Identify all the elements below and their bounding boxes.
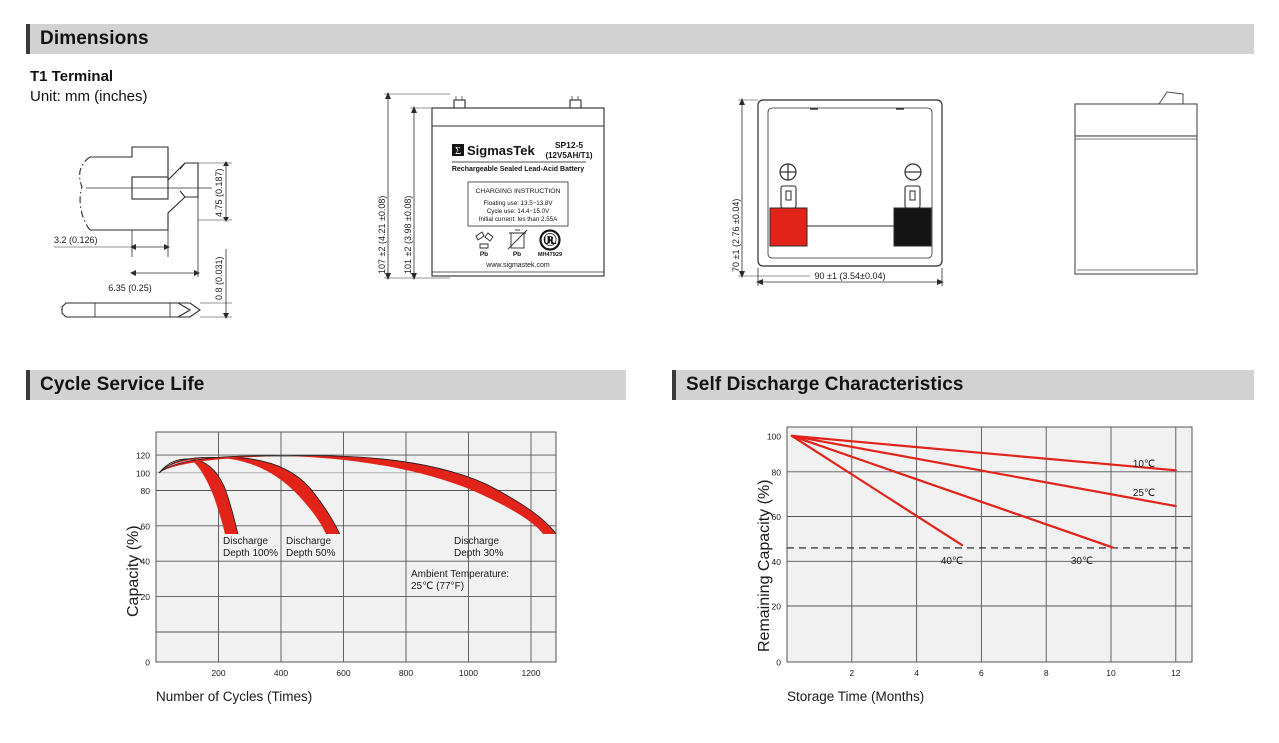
charging-line-2: Cycle use: 14.4−15.0V	[487, 208, 550, 215]
line-30c	[790, 434, 1114, 549]
annot-dod-30: Discharge Depth 30%	[454, 536, 504, 559]
cycle-ytick-0: 0	[145, 658, 150, 668]
battery-front-view: 107 ±2 (4.21 ±0.08) 101 ±2 (3.98 ±0.08) …	[372, 86, 632, 291]
line-25c	[790, 434, 1177, 508]
sd-ytick-20: 20	[772, 602, 782, 612]
cycle-xtick-1000: 1000	[459, 668, 478, 678]
svg-text:UL: UL	[543, 236, 556, 247]
sd-ylabel: Remaining Capacity (%)	[756, 479, 773, 652]
svg-text:Σ: Σ	[455, 146, 461, 157]
cycle-ytick-60: 60	[141, 521, 151, 531]
band-dod-30	[159, 455, 556, 534]
dimensions-section-header: Dimensions	[26, 24, 1254, 54]
positive-terminal	[769, 163, 808, 247]
charging-line-1: Floating use: 13.5−13.8V	[484, 200, 554, 207]
series-label-10c: 10℃	[1133, 459, 1155, 470]
cycle-ytick-20: 20	[141, 592, 151, 602]
terminal-offset-dim: 3.2 (0.126)	[54, 235, 98, 245]
cycle-ytick-80: 80	[141, 486, 151, 496]
recycle-pb-label: Pb	[480, 251, 488, 258]
sd-xtick-8: 8	[1044, 668, 1049, 678]
annot-dod-100: Discharge Depth 100%	[223, 536, 278, 559]
cycle-xtick-400: 400	[274, 668, 288, 678]
cycle-ytick-120: 120	[136, 451, 150, 461]
negative-terminal	[893, 163, 932, 247]
terminal-thickness-dim: 0.8 (0.031)	[214, 256, 224, 300]
ul-mark-icon: ® UL	[539, 229, 561, 251]
model-number: SP12-5	[555, 140, 584, 150]
battery-side-view	[1055, 86, 1255, 291]
ul-file-number: MH47929	[538, 252, 562, 258]
sd-xtick-4: 4	[914, 668, 919, 678]
top-height-dim: 70 ±1 (2.76 ±0.04)	[731, 199, 741, 272]
sd-ytick-0: 0	[776, 658, 781, 668]
sd-xtick-12: 12	[1171, 668, 1181, 678]
terminal-width-dim: 6.35 (0.25)	[108, 283, 152, 293]
cycle-xlabel: Number of Cycles (Times)	[156, 689, 312, 704]
brand-name: SigmasTek	[467, 143, 535, 158]
annot-dod-50: Discharge Depth 50%	[286, 536, 336, 559]
sd-xtick-2: 2	[849, 668, 854, 678]
top-width-dim: 90 ±1 (3.54±0.04)	[815, 271, 886, 281]
battery-top-view: 70 ±1 (2.76 ±0.04) 90 ±1 (3.54±0.04)	[700, 86, 990, 291]
t1-terminal-drawing: 4.75 (0.187) 3.2 (0.126) 6.35 (0.25) 0.8…	[40, 125, 300, 335]
cycle-xtick-1200: 1200	[522, 668, 541, 678]
sd-xlabel: Storage Time (Months)	[787, 689, 924, 704]
cycle-xtick-800: 800	[399, 668, 413, 678]
self-discharge-header: Self Discharge Characteristics	[672, 370, 1254, 400]
dimensions-header-title: Dimensions	[40, 28, 149, 49]
waste-bin-pb-icon	[507, 229, 528, 250]
website-url: www.sigmastek.com	[485, 262, 550, 269]
line-10c	[790, 434, 1177, 472]
recycle-pb-icon	[475, 231, 494, 249]
self-discharge-header-title: Self Discharge Characteristics	[686, 374, 964, 395]
series-label-30c: 30℃	[1071, 556, 1093, 567]
cycle-header-title: Cycle Service Life	[40, 374, 205, 395]
cycle-service-life-header: Cycle Service Life	[26, 370, 626, 400]
band-dod-100	[159, 459, 238, 534]
annot-ambient-temp: Ambient Temperature: 25℃ (77°F)	[411, 569, 509, 592]
terminal-height-dim: 4.75 (0.187)	[214, 168, 224, 217]
cycle-xtick-600: 600	[336, 668, 350, 678]
sd-ytick-100: 100	[767, 432, 781, 442]
front-case-height-dim: 101 ±2 (3.98 ±0.08)	[403, 196, 413, 274]
front-overall-height-dim: 107 ±2 (4.21 ±0.08)	[377, 196, 387, 274]
cycle-ytick-100: 100	[136, 468, 150, 478]
line-40c	[790, 434, 964, 547]
charging-line-3: Initial current: les than 2.55A	[479, 216, 558, 223]
sd-ytick-80: 80	[772, 467, 782, 477]
cycle-ytick-40: 40	[141, 557, 151, 567]
t1-terminal-subtitle: T1 Terminal	[30, 68, 114, 85]
charging-instruction-title: CHARGING INSTRUCTION	[476, 188, 561, 195]
sd-xtick-6: 6	[979, 668, 984, 678]
svg-text:®: ®	[543, 230, 557, 251]
sd-ytick-40: 40	[772, 557, 782, 567]
sd-xtick-10: 10	[1106, 668, 1116, 678]
band-dod-50	[159, 457, 340, 534]
cycle-service-life-chart: 120 100 80 60 40 20 0 200 400 600 800 10…	[26, 412, 636, 712]
unit-note: Unit: mm (inches)	[30, 88, 148, 105]
cycle-ylabel: Capacity (%)	[125, 525, 142, 617]
sd-ytick-60: 60	[772, 512, 782, 522]
battery-type-line: Rechargeable Sealed Lead-Acid Battery	[452, 166, 584, 173]
model-rating: (12V5AH/T1)	[545, 151, 592, 160]
series-label-40c: 40℃	[941, 556, 963, 567]
waste-bin-pb-label: Pb	[513, 251, 521, 258]
cycle-xtick-200: 200	[211, 668, 225, 678]
series-label-25c: 25℃	[1133, 488, 1155, 499]
self-discharge-chart: 100 80 60 40 20 0 2 4 6 8 10 12 10℃ 25℃ …	[672, 412, 1262, 712]
